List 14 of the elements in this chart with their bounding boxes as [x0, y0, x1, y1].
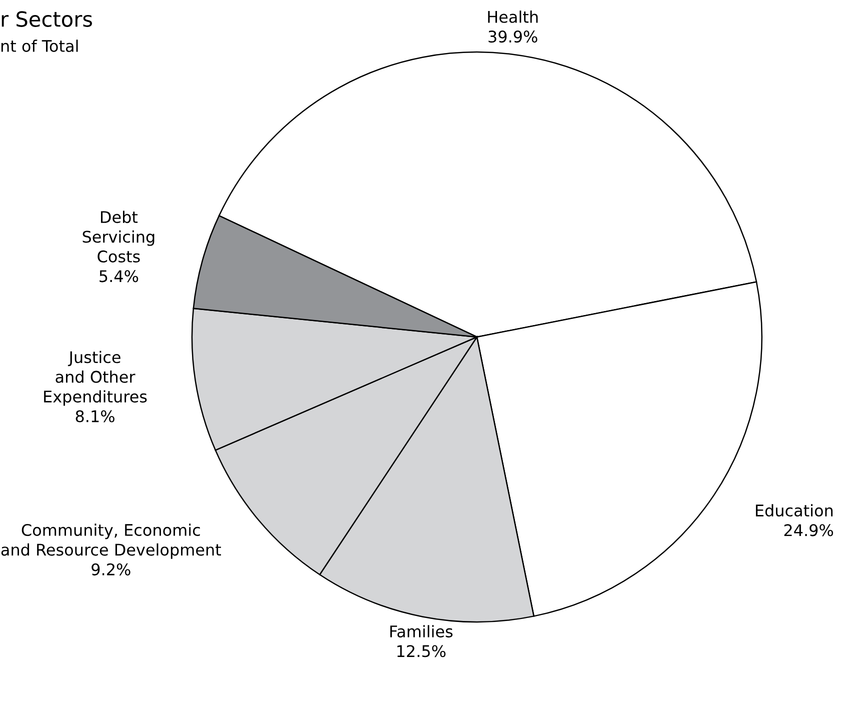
data-label: 9.2%	[92, 563, 130, 576]
slice-label: Education	[756, 504, 833, 517]
data-label: 5.4%	[100, 270, 138, 282]
data-label: 12.5%	[397, 645, 446, 658]
data-label: 24.9%	[784, 524, 834, 536]
chart-title: r Sectors	[2, 11, 92, 27]
slice-label: Health	[488, 10, 538, 23]
text: nt of Total	[1, 40, 78, 52]
slice-label: Families	[390, 625, 453, 638]
slice-label: Debt Servicing Costs	[82, 210, 154, 263]
slice-label: Community, Economic and Resource Development	[1, 524, 222, 559]
data-label: 8.1%	[76, 410, 114, 422]
data-label: 39.9%	[488, 30, 538, 43]
slice-label: Justice and Other Expenditures	[44, 350, 147, 406]
